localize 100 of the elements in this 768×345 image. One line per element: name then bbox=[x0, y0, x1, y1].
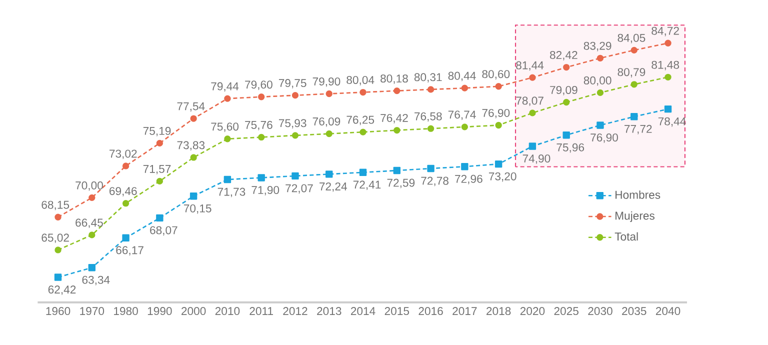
data-label: 76,58 bbox=[414, 112, 442, 122]
x-tick-label: 2013 bbox=[317, 307, 342, 316]
x-tick-label: 2025 bbox=[554, 307, 578, 316]
data-label: 74,90 bbox=[522, 154, 550, 164]
x-tick-label: 2000 bbox=[182, 307, 206, 316]
point bbox=[394, 87, 400, 94]
legend-label: Mujeres bbox=[616, 211, 654, 222]
data-label: 70,00 bbox=[76, 181, 103, 191]
point bbox=[258, 94, 265, 100]
data-label: 75,93 bbox=[278, 119, 306, 128]
point bbox=[359, 168, 367, 176]
point bbox=[156, 140, 164, 147]
data-label: 80,44 bbox=[448, 72, 476, 82]
data-label: 76,90 bbox=[590, 134, 618, 143]
data-label: 79,60 bbox=[245, 80, 272, 90]
point bbox=[461, 163, 468, 170]
point bbox=[156, 178, 164, 185]
point bbox=[563, 98, 570, 106]
x-tick-label: 1990 bbox=[148, 307, 172, 316]
point bbox=[427, 164, 434, 172]
data-label: 70,15 bbox=[184, 204, 212, 214]
data-label: 80,00 bbox=[584, 76, 612, 86]
point bbox=[495, 122, 502, 129]
data-label: 66,45 bbox=[76, 218, 103, 228]
data-label: 84,05 bbox=[618, 34, 646, 44]
point bbox=[596, 54, 604, 62]
point bbox=[224, 95, 231, 102]
point bbox=[190, 192, 198, 200]
x-tick-label: 2012 bbox=[283, 307, 308, 316]
point bbox=[562, 132, 570, 139]
data-label: 73,83 bbox=[177, 141, 205, 151]
x-tick-label: 2030 bbox=[588, 307, 612, 316]
data-label: 81,48 bbox=[652, 60, 680, 70]
point bbox=[224, 136, 231, 142]
data-label: 75,96 bbox=[556, 143, 584, 153]
data-label: 81,44 bbox=[516, 61, 544, 71]
data-label: 79,90 bbox=[312, 77, 340, 87]
x-tick-label: 2016 bbox=[418, 307, 443, 316]
data-label: 76,42 bbox=[380, 114, 408, 124]
data-label: 84,72 bbox=[652, 26, 679, 36]
data-label: 80,04 bbox=[346, 76, 374, 86]
x-tick-label: 1970 bbox=[80, 307, 104, 316]
point bbox=[292, 172, 299, 180]
data-label: 80,18 bbox=[380, 74, 408, 84]
data-label: 76,09 bbox=[312, 117, 340, 127]
point bbox=[630, 113, 638, 120]
point bbox=[122, 234, 130, 242]
data-label: 75,19 bbox=[143, 126, 171, 136]
point bbox=[54, 214, 62, 220]
point bbox=[394, 126, 400, 134]
data-label: 83,29 bbox=[584, 42, 612, 52]
point bbox=[258, 174, 265, 182]
x-tick-label: 2018 bbox=[486, 307, 511, 316]
point bbox=[630, 81, 638, 88]
point bbox=[224, 176, 232, 184]
data-label: 76,74 bbox=[448, 110, 476, 120]
data-label: 72,07 bbox=[286, 184, 313, 194]
data-label: 72,78 bbox=[421, 176, 448, 186]
x-tick-label: 1980 bbox=[114, 307, 138, 316]
data-label: 80,60 bbox=[482, 70, 510, 80]
point bbox=[88, 232, 96, 238]
data-label: 66,17 bbox=[116, 246, 144, 256]
data-label: 62,42 bbox=[48, 286, 76, 295]
point bbox=[461, 124, 468, 130]
data-label: 75,60 bbox=[211, 122, 239, 132]
point bbox=[54, 274, 62, 281]
point bbox=[190, 154, 197, 161]
point bbox=[664, 40, 672, 46]
data-label: 77,54 bbox=[177, 102, 205, 112]
point bbox=[664, 105, 672, 113]
data-label: 65,02 bbox=[42, 234, 69, 244]
x-tick-label: 1960 bbox=[46, 307, 70, 316]
data-label: 71,73 bbox=[218, 188, 246, 198]
data-label: 69,46 bbox=[110, 187, 137, 196]
data-label: 80,31 bbox=[414, 73, 442, 82]
point bbox=[427, 125, 434, 132]
point bbox=[495, 83, 502, 90]
point bbox=[88, 264, 96, 272]
data-label: 80,79 bbox=[618, 68, 646, 78]
data-label: 78,07 bbox=[516, 96, 544, 106]
x-tick-label: 2017 bbox=[452, 307, 477, 316]
data-label: 71,90 bbox=[252, 186, 280, 196]
data-label: 71,57 bbox=[143, 165, 171, 174]
point bbox=[360, 128, 366, 136]
point bbox=[122, 162, 130, 170]
x-tick-label: 2010 bbox=[215, 307, 240, 316]
x-tick-label: 2014 bbox=[350, 307, 376, 316]
data-label: 72,96 bbox=[455, 174, 482, 184]
data-label: 73,02 bbox=[110, 150, 137, 160]
data-label: 79,75 bbox=[278, 79, 306, 88]
data-label: 72,24 bbox=[320, 182, 347, 192]
data-label: 73,20 bbox=[488, 172, 516, 182]
point bbox=[596, 89, 604, 96]
data-label: 75,76 bbox=[245, 120, 272, 130]
legend-label: Hombres bbox=[616, 190, 660, 199]
data-label: 68,07 bbox=[150, 226, 178, 236]
point bbox=[190, 115, 197, 122]
point bbox=[258, 134, 265, 141]
point bbox=[88, 194, 96, 202]
x-tick-label: 2035 bbox=[622, 307, 646, 316]
